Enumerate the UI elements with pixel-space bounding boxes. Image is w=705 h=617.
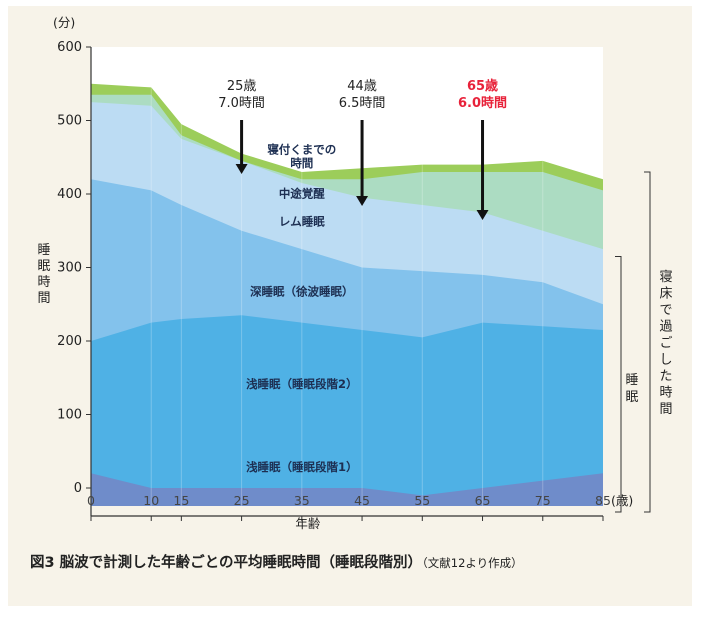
y-tick-label: 0 (74, 481, 82, 496)
x-tick-label: 15 (173, 493, 189, 508)
annotation-time: 6.5時間 (339, 96, 386, 111)
annotation-time: 7.0時間 (218, 96, 265, 111)
layer-label: 浅睡眠（睡眠段階1） (246, 460, 358, 474)
in-bed-bracket-label-char: た (659, 369, 672, 384)
y-axis-label-char: 眠 (37, 259, 50, 274)
annotation-arrow-head (235, 164, 248, 174)
y-axis-label-char: 時 (37, 275, 50, 290)
x-tick-label: 65 (475, 493, 491, 508)
annotation-age: 44歳 (347, 79, 377, 94)
x-tick-label: 35 (294, 493, 310, 508)
annotation-arrow-head (476, 210, 489, 220)
x-axis-label: 年齢 (295, 516, 321, 531)
in-bed-bracket-label-char: で (659, 303, 672, 318)
y-tick-label: 200 (57, 334, 82, 349)
y-tick-label: 400 (57, 187, 82, 202)
x-tick-label: 45 (354, 493, 370, 508)
in-bed-bracket-label-char: 過 (659, 320, 672, 335)
x-tick-label: 25 (234, 493, 250, 508)
in-bed-bracket-label-char: し (659, 353, 672, 368)
y-axis-label-char: 間 (37, 291, 50, 306)
y-axis-label-char: 睡 (37, 243, 50, 258)
x-tick-label: 75 (535, 493, 551, 508)
in-bed-bracket-label-char: ご (659, 335, 672, 351)
caption-source: （文献12より作成） (422, 556, 523, 570)
annotation-time: 6.0時間 (458, 95, 507, 111)
y-tick-label: 500 (57, 114, 82, 129)
x-tick-label: 55 (414, 493, 430, 508)
in-bed-bracket-label-char: 床 (659, 287, 672, 302)
sleep-bracket (615, 255, 622, 513)
y-tick-label: 300 (57, 261, 82, 276)
in-bed-bracket-label-char: 間 (659, 402, 672, 417)
y-tick-label: 100 (57, 408, 82, 423)
layer-label: 時間 (290, 156, 313, 170)
sleep-bracket-label-char: 眠 (625, 390, 638, 405)
in-bed-bracket-label-char: 寝 (659, 269, 672, 285)
annotation-arrow-head (356, 196, 369, 206)
in-bed-bracket (644, 171, 651, 513)
sleep-area-chart: 0 100 200 300 400 500 600 0 10 15 25 35 45 55 65 75 85 (分… (37, 15, 672, 531)
layer-label: 中途覚醒 (279, 187, 325, 201)
figure-caption: 図3 脳波で計測した年齢ごとの平均睡眠時間（睡眠段階別）（文献12より作成） (30, 551, 523, 572)
layer-label: レム睡眠 (279, 215, 325, 229)
layer-label: 深睡眠（徐波睡眠） (250, 284, 354, 298)
in-bed-bracket-label-char: 時 (659, 386, 672, 401)
figure-panel: 0 100 200 300 400 500 600 0 10 15 25 35 45 55 65 75 85 (分… (8, 6, 692, 606)
sleep-bracket-label-char: 睡 (625, 373, 638, 388)
annotation-age: 65歳 (467, 78, 498, 94)
x-unit-label: (歳) (611, 493, 633, 508)
y-tick-label: 600 (57, 40, 82, 55)
annotation-age: 25歳 (227, 79, 257, 94)
x-tick-label: 85 (595, 493, 611, 508)
area-layer-2 (91, 315, 603, 506)
x-tick-label: 0 (87, 493, 95, 508)
layer-label: 浅睡眠（睡眠段階2） (246, 377, 358, 391)
layer-label: 寝付くまでの (267, 143, 336, 157)
caption-title: 図3 脳波で計測した年齢ごとの平均睡眠時間（睡眠段階別） (30, 555, 422, 571)
area-layer-1 (91, 473, 603, 506)
y-unit-label: (分) (53, 15, 75, 30)
x-tick-label: 10 (143, 493, 159, 508)
